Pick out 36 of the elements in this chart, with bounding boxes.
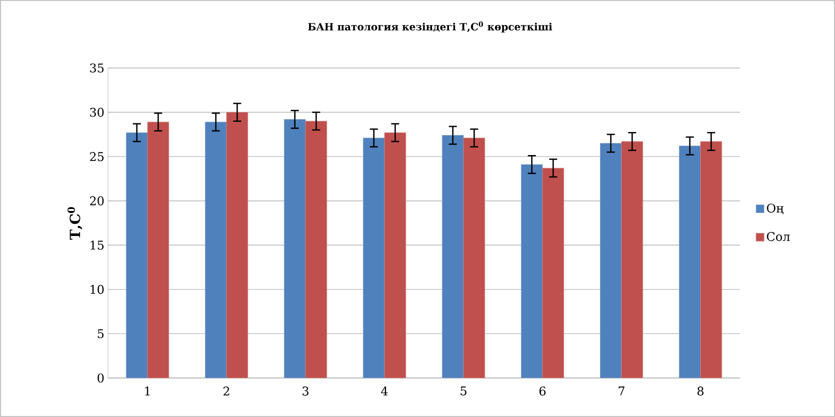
bar bbox=[463, 138, 486, 378]
x-tick-label: 1 bbox=[145, 386, 150, 396]
bar bbox=[678, 146, 701, 378]
y-tick-label: 0 bbox=[98, 373, 104, 383]
x-tick-label: 4 bbox=[381, 386, 388, 396]
y-tick-label: 25 bbox=[90, 152, 104, 162]
x-tick-label: 6 bbox=[539, 386, 546, 396]
y-tick-label: 15 bbox=[90, 240, 104, 250]
bar bbox=[600, 143, 622, 378]
legend-label: Сол bbox=[766, 232, 790, 242]
bar bbox=[520, 164, 543, 378]
bar bbox=[700, 141, 722, 378]
bar bbox=[204, 122, 227, 378]
bar bbox=[442, 135, 464, 378]
bar bbox=[147, 122, 170, 378]
x-tick-label: 5 bbox=[460, 386, 466, 396]
bar bbox=[126, 132, 148, 378]
bar bbox=[362, 138, 385, 378]
bar bbox=[284, 119, 306, 378]
bar bbox=[305, 120, 328, 378]
bar bbox=[621, 141, 644, 378]
y-tick-label: 30 bbox=[90, 108, 104, 117]
x-tick-label: 3 bbox=[302, 386, 308, 396]
y-tick-label: 10 bbox=[90, 284, 104, 294]
y-tick-label: 5 bbox=[98, 329, 104, 338]
bar bbox=[226, 112, 248, 378]
legend-label: Оң bbox=[766, 204, 784, 214]
x-tick-label: 2 bbox=[224, 386, 230, 396]
chart-title: БАН патология кезіндегі Т,С$^{0}$ көрсеткіші bbox=[308, 22, 552, 32]
y-tick-label: 35 bbox=[90, 63, 104, 73]
x-tick-label: 8 bbox=[697, 386, 704, 396]
y-axis-title: Т,С$^{0}$ bbox=[68, 207, 82, 240]
y-tick-label: 20 bbox=[90, 196, 104, 206]
bar bbox=[542, 168, 564, 378]
bar bbox=[384, 132, 406, 378]
x-tick-label: 7 bbox=[618, 386, 624, 396]
